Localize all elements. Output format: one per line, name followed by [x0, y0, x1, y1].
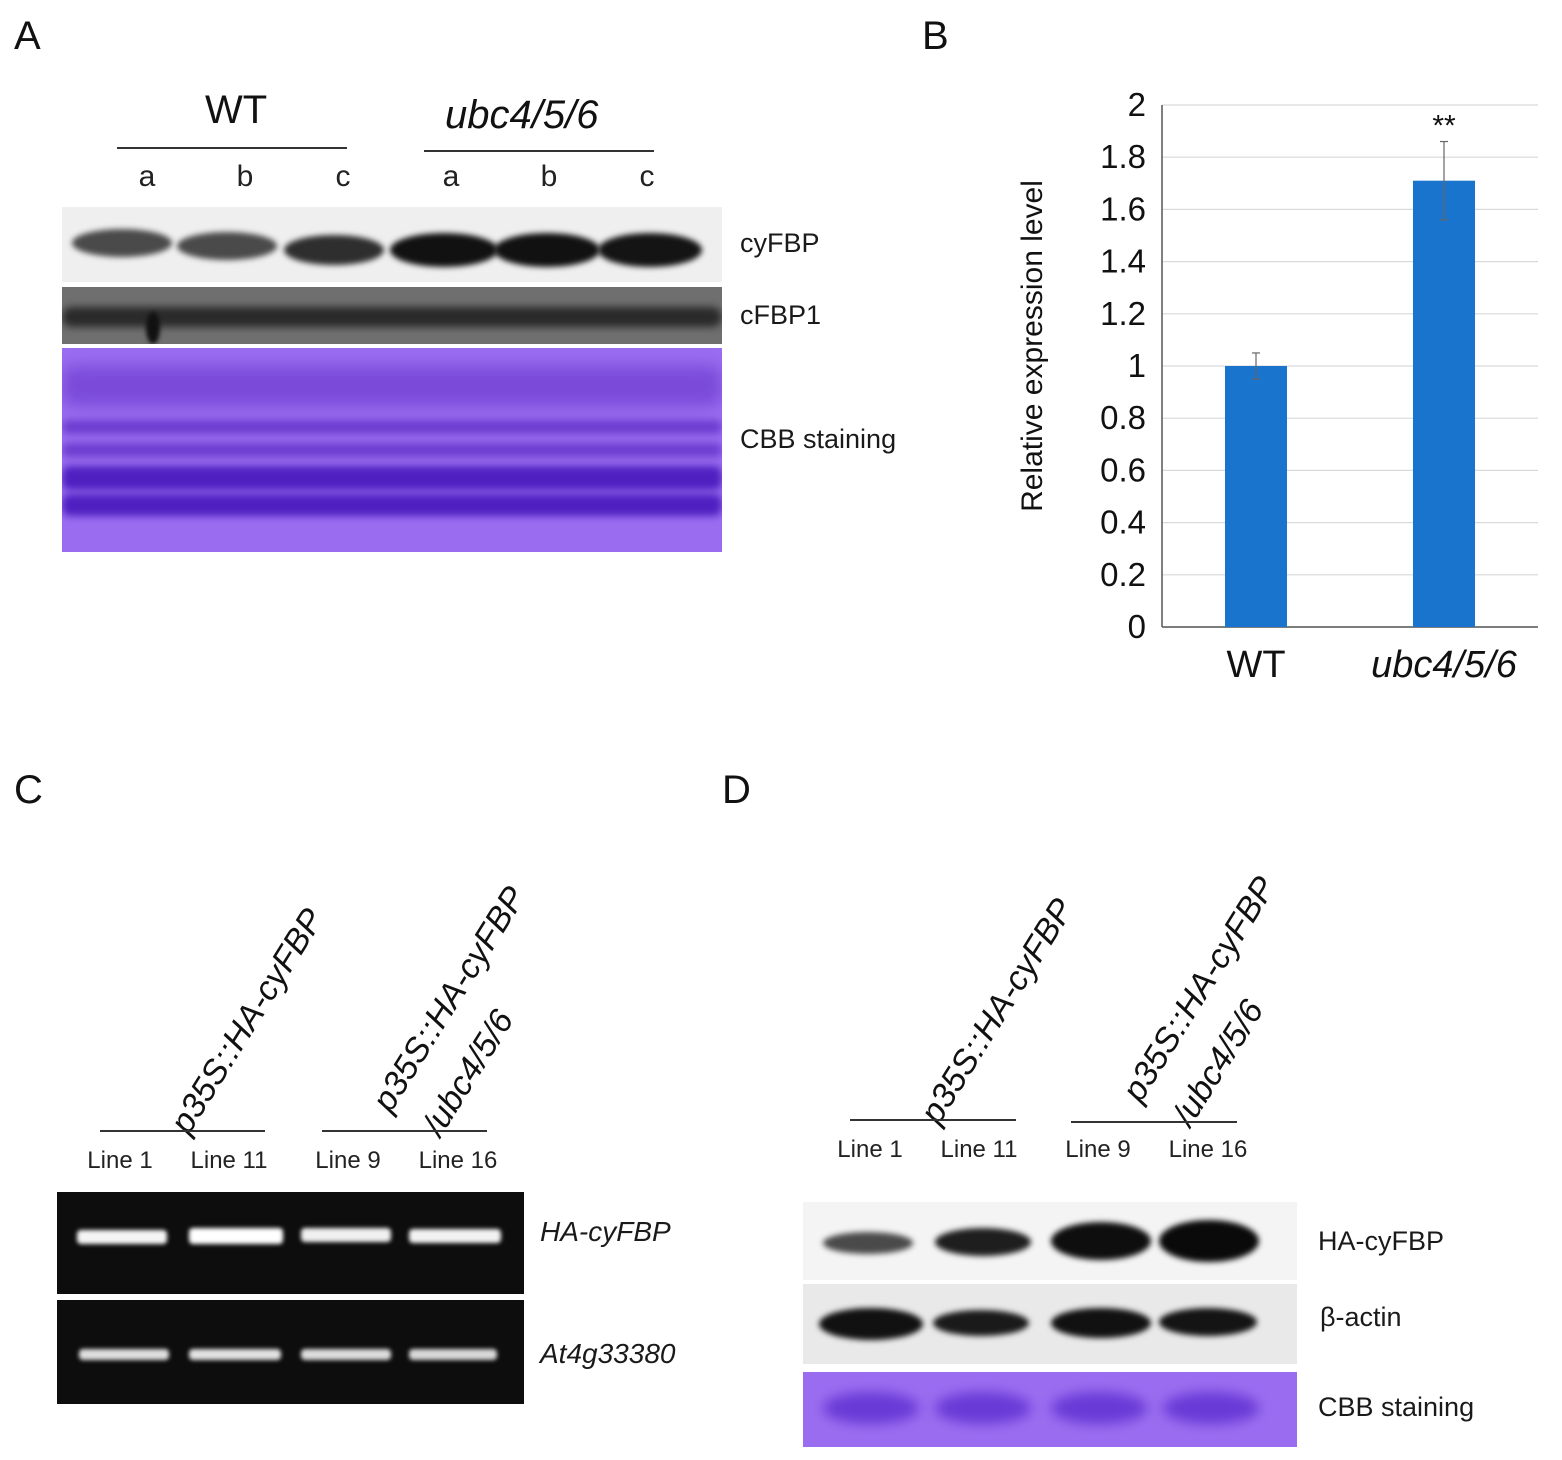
band	[62, 494, 722, 516]
blot-ha-cyfbp	[803, 1202, 1297, 1280]
band	[177, 232, 277, 260]
lane-label: Line 16	[1168, 1136, 1248, 1163]
band	[933, 1310, 1029, 1336]
y-tick-label: 1	[1128, 347, 1146, 384]
band	[1051, 1392, 1147, 1424]
row-label-cfbp1: cFBP1	[740, 300, 822, 330]
band	[189, 1349, 281, 1360]
band	[409, 1229, 501, 1243]
band	[935, 1228, 1031, 1256]
blot-cfbp1	[62, 287, 722, 344]
lane-label: Line 1	[87, 1147, 153, 1174]
band	[146, 312, 160, 344]
group-label-c1: p35S::HA-cyFBP	[163, 902, 332, 1141]
y-tick-label: 1.8	[1100, 138, 1146, 175]
x-category-label: WT	[1226, 644, 1285, 686]
group-label-ubc: ubc4/5/6	[445, 93, 599, 137]
band	[823, 1392, 919, 1424]
band	[62, 443, 722, 457]
band	[823, 1232, 913, 1254]
lane-label: Line 1	[837, 1136, 903, 1163]
band	[494, 233, 600, 267]
band	[1051, 1222, 1151, 1260]
band	[189, 1228, 283, 1244]
cbb-staining-d	[803, 1372, 1297, 1447]
lane-label: c	[335, 160, 351, 193]
group-underline-c1	[100, 1130, 265, 1132]
bar-chart: 0 0.2 0.4 0.6 0.8 1 1.2 1.4 1.6 1.8 2 Relative expr…	[1016, 86, 1538, 686]
panel-c-letter: C	[14, 768, 43, 812]
lane-label: Line 9	[315, 1147, 381, 1174]
lane-label: a	[442, 160, 460, 193]
row-label-cbb-d: CBB staining	[1318, 1392, 1475, 1422]
group-underline-c2	[322, 1130, 487, 1132]
band	[301, 1349, 391, 1360]
band	[390, 233, 498, 267]
y-tick-label: 0.8	[1100, 399, 1146, 436]
panel-a-letter: A	[14, 14, 41, 58]
blot-cyfbp	[62, 207, 722, 282]
band	[284, 235, 384, 265]
lane-label: c	[639, 160, 655, 193]
lane-label: b	[236, 160, 254, 193]
group-underline-ubc	[424, 150, 654, 152]
band	[1159, 1308, 1257, 1336]
group-underline-d1	[850, 1119, 1016, 1121]
band	[62, 307, 722, 327]
band	[72, 229, 172, 257]
bar	[1413, 180, 1475, 627]
group-underline-wt	[117, 147, 347, 149]
y-axis-title: Relative expression level	[1016, 180, 1049, 512]
gel-ha-cyfbp	[57, 1192, 524, 1294]
band	[77, 1230, 167, 1244]
gel-at4g33380	[57, 1300, 524, 1404]
x-category-label: ubc4/5/6	[1371, 644, 1518, 686]
lane-label: Line 16	[418, 1147, 498, 1174]
group-label-wt: WT	[205, 88, 268, 132]
band	[935, 1392, 1031, 1424]
band	[79, 1349, 169, 1360]
band	[819, 1308, 923, 1340]
lane-label: Line 11	[940, 1136, 1018, 1163]
y-tick-label: 1.4	[1100, 243, 1146, 280]
blot-beta-actin	[803, 1284, 1297, 1364]
band	[1159, 1220, 1259, 1262]
row-label-beta-actin: β-actin	[1320, 1302, 1402, 1332]
lane-label: Line 9	[1065, 1136, 1131, 1163]
y-tick-label: 2	[1128, 86, 1146, 123]
y-tick-label: 0.4	[1100, 504, 1146, 541]
band	[1163, 1392, 1259, 1424]
cbb-staining-a	[62, 348, 722, 552]
row-label-ha-cyfbp-c: HA-cyFBP	[540, 1216, 671, 1247]
band	[409, 1349, 497, 1360]
row-label-ha-cyfbp-d: HA-cyFBP	[1318, 1226, 1445, 1256]
row-label-cbb: CBB staining	[740, 424, 897, 454]
significance-label: **	[1432, 110, 1456, 143]
y-tick-label: 1.2	[1100, 295, 1146, 332]
y-tick-label: 0.2	[1100, 556, 1146, 593]
panel-d-letter: D	[722, 768, 751, 812]
y-tick-label: 1.6	[1100, 190, 1146, 227]
band	[1051, 1308, 1151, 1338]
lane-label: a	[138, 160, 156, 193]
y-tick-label: 0	[1128, 608, 1146, 645]
row-label-at4g33380: At4g33380	[540, 1338, 676, 1369]
band	[301, 1228, 391, 1242]
bar	[1225, 366, 1287, 627]
band	[598, 233, 702, 267]
lane-label: b	[540, 160, 558, 193]
group-label-d1: p35S::HA-cyFBP	[913, 892, 1082, 1131]
lane-label: Line 11	[190, 1147, 268, 1174]
y-tick-label: 0.6	[1100, 451, 1146, 488]
group-underline-d2	[1071, 1121, 1237, 1123]
panel-b-letter: B	[922, 14, 949, 58]
band	[62, 420, 722, 434]
band	[62, 366, 722, 406]
band	[62, 466, 722, 490]
row-label-cyfbp: cyFBP	[740, 228, 820, 258]
